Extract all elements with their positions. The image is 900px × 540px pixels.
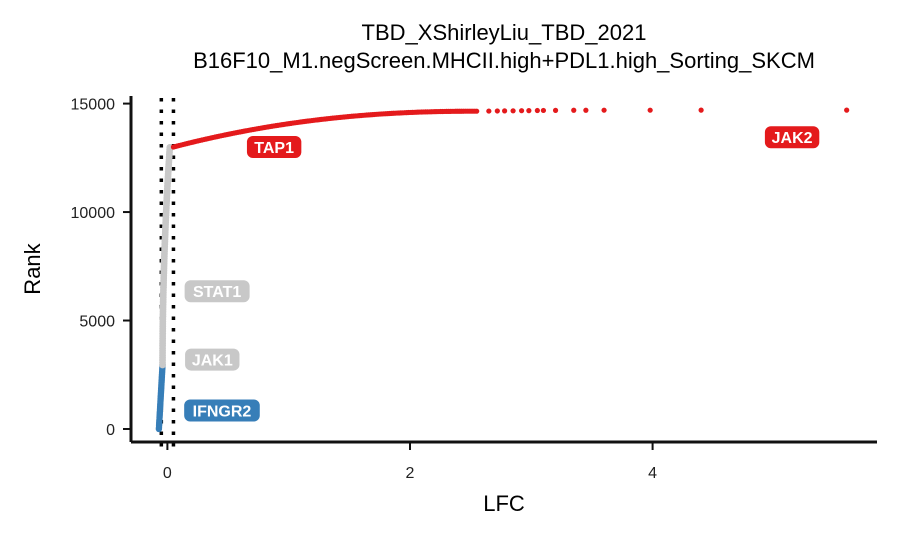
positive-point	[583, 107, 589, 113]
gene-label-text: IFNGR2	[193, 404, 252, 421]
axes: 0 2 4 0 5000 10000 15000	[71, 96, 877, 482]
positive-point	[540, 107, 547, 114]
positive-point	[844, 107, 850, 113]
positive-point	[526, 108, 532, 114]
gene-label-box	[185, 348, 240, 371]
gene-label-box	[184, 399, 260, 422]
gene-label-text: TAP1	[254, 140, 294, 157]
positive-point	[571, 107, 577, 113]
gene-label-jak2: JAK2	[764, 126, 820, 149]
x-tick-label: 4	[648, 465, 657, 482]
gene-label-tap1: TAP1	[246, 135, 302, 158]
x-axis-title: LFC	[483, 491, 525, 516]
gene-label-jak1: JAK1	[185, 348, 240, 371]
y-tick-label: 5000	[79, 314, 115, 331]
gene-label-ifngr2: IFNGR2	[184, 399, 260, 422]
gene-label-stat1: STAT1	[184, 280, 250, 303]
positive-point	[647, 107, 653, 113]
gene-label-text: JAK1	[192, 353, 233, 370]
gene-label-text: JAK2	[772, 130, 813, 147]
positive-point	[486, 108, 492, 114]
positive-point	[698, 107, 704, 113]
positive-point	[494, 108, 500, 114]
y-axis-title: Rank	[20, 242, 45, 294]
y-tick-label: 0	[106, 422, 115, 439]
positive-point	[510, 108, 516, 114]
positive-point	[534, 107, 540, 114]
positive-point	[552, 107, 559, 113]
gene-label-text: STAT1	[193, 284, 241, 301]
gene-label-box	[764, 126, 820, 149]
chart-title-line2: B16F10_M1.negScreen.MHCII.high+PDL1.high…	[193, 48, 815, 73]
y-tick-label: 10000	[71, 205, 116, 222]
x-tick-label: 0	[163, 465, 172, 482]
positive-point	[474, 108, 480, 114]
data-points	[155, 107, 850, 433]
positive-point	[601, 107, 607, 113]
gene-label-box	[184, 280, 250, 303]
gene-label-box	[246, 135, 302, 158]
y-tick-label: 15000	[71, 97, 116, 114]
x-tick-label: 2	[406, 465, 415, 482]
gene-labels: TAP1 JAK2 STAT1 JAK1 IFNGR2	[184, 126, 820, 422]
positive-point	[518, 108, 525, 114]
y-ticks: 0 5000 10000 15000	[71, 97, 131, 439]
x-ticks: 0 2 4	[163, 442, 657, 482]
chart-title-line1: TBD_XShirleyLiu_TBD_2021	[362, 20, 647, 45]
positive-point	[502, 108, 508, 114]
